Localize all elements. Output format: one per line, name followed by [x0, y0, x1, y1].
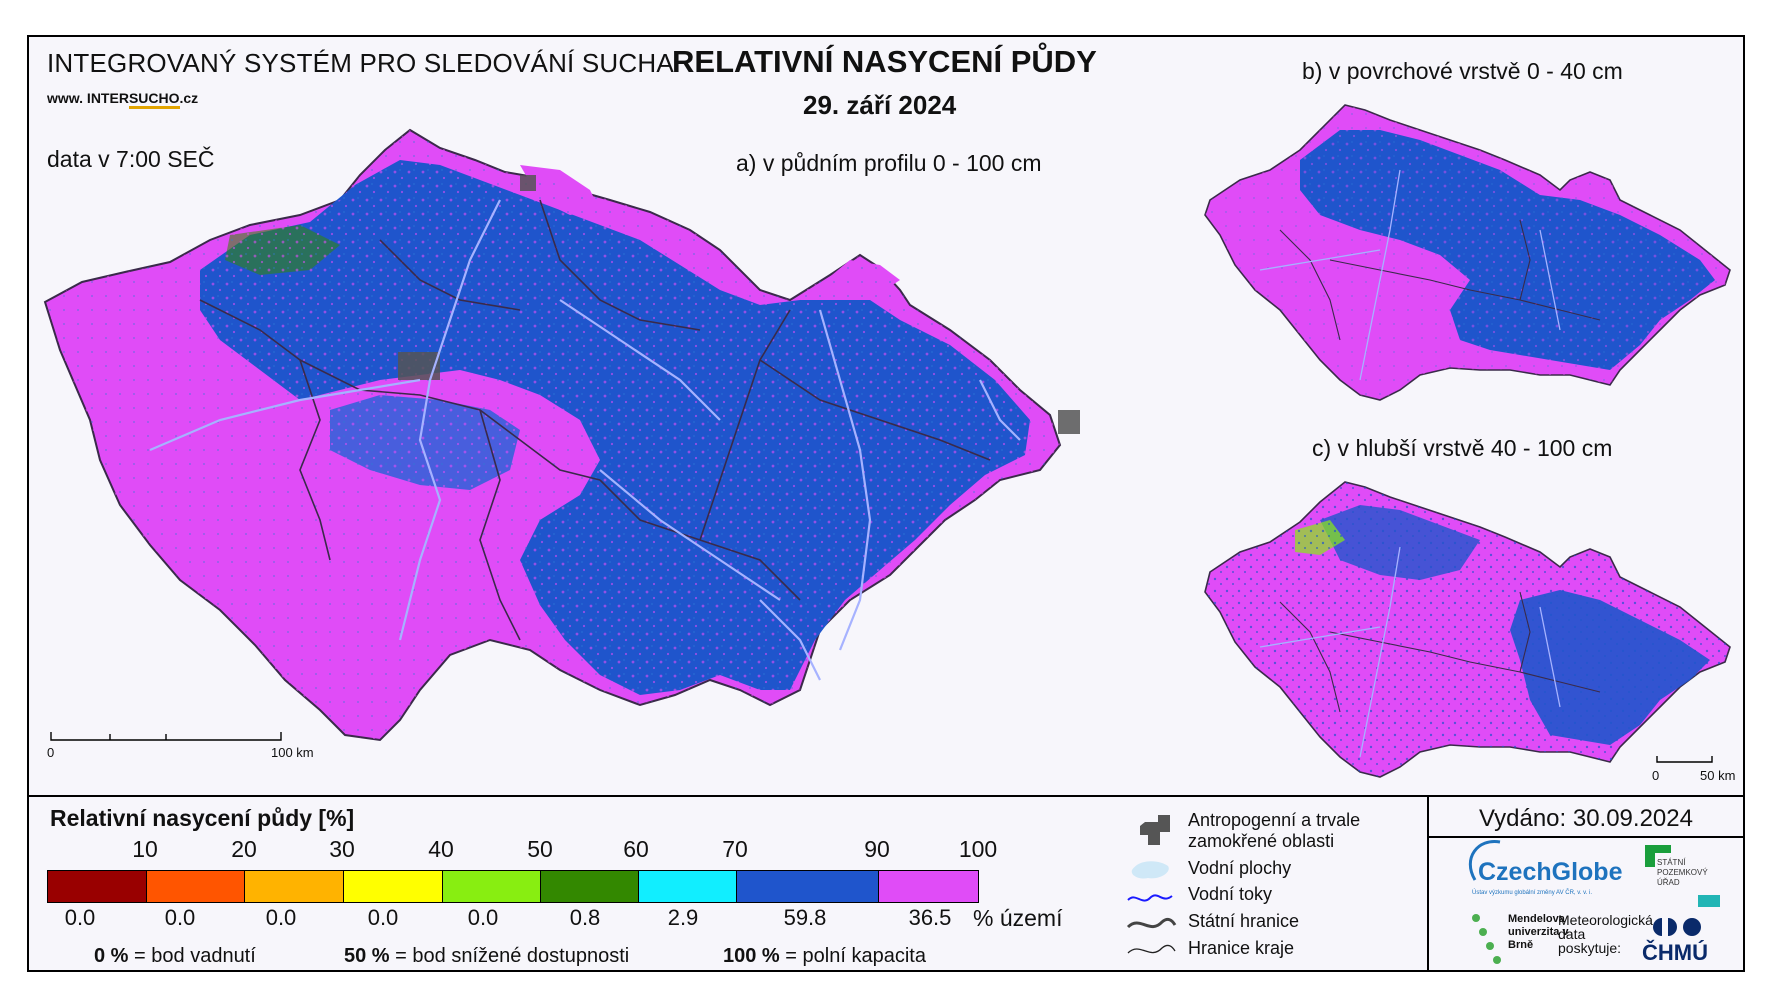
legend-class-pct: 0.0 [467, 905, 499, 930]
map-b [1204, 104, 1731, 401]
spu-logo-mark [1645, 845, 1655, 867]
urban-area-icon [1140, 815, 1170, 845]
spu-logo-text: STÁTNÍ POZEMKOVÝ ÚŘAD [1657, 858, 1708, 887]
czechglobe-subtitle: Ústav výzkumu globální změny AV ČR, v. v… [1472, 890, 1593, 896]
map-b-label: b) v povrchové vrstvě 0 - 40 cm [1302, 58, 1623, 84]
legend-class-swatch [48, 871, 147, 902]
scale-c-start: 0 [1652, 768, 1660, 783]
legend-state-border: Státní hranice [1188, 911, 1300, 931]
legend-tick: 50 [527, 836, 553, 862]
definition-text: = bod vadnutí [134, 945, 256, 967]
map-a-speckle [45, 130, 1060, 740]
legend-class-pct: 2.9 [667, 905, 699, 930]
definition-value: 0 % [94, 945, 129, 967]
scale-bar-a [50, 732, 282, 741]
map-b-speckle [1205, 105, 1730, 400]
map-b-region-borders [1279, 219, 1601, 341]
legend-tick: 10 [132, 836, 158, 862]
legend-class-swatch [443, 871, 541, 902]
legend-class-swatch [541, 871, 639, 902]
legend-tick: 20 [231, 836, 257, 862]
spu-logo-mark-teal [1698, 895, 1720, 907]
legend-class-pct: 59.8 [783, 905, 827, 930]
region-border-icon [1127, 944, 1176, 954]
definition-value: 100 % [723, 945, 780, 967]
chmu-logo-text: ČHMÚ [1642, 940, 1708, 965]
website-suffix: .cz [179, 90, 199, 106]
map-c [1204, 481, 1731, 778]
river-icon [1127, 894, 1173, 902]
map-legend-icons [1126, 815, 1177, 954]
legend-urban-areas: Antropogenní a trvale zamokřené oblasti [1188, 810, 1361, 851]
czechglobe-logo: CzechGlobe [1478, 858, 1623, 886]
legend-class-swatch [879, 871, 978, 902]
legend-tick: 100 [958, 836, 998, 862]
map-b-rivers [1259, 169, 1561, 381]
legend-class-pct: 0.8 [569, 905, 601, 930]
legend-tick: 90 [864, 836, 890, 862]
definition-text: = polní kapacita [785, 945, 926, 967]
map-c-rivers [1259, 546, 1561, 758]
website-highlight: SUCHO [128, 90, 180, 109]
map-c-region-borders [1279, 591, 1601, 713]
legend-rivers: Vodní toky [1188, 884, 1273, 904]
map-a-north-urban [520, 175, 536, 191]
legend-class-pct: 36.5 [908, 905, 952, 930]
map-a-label: a) v půdním profilu 0 - 100 cm [736, 150, 1042, 176]
map-date: 29. září 2024 [803, 90, 957, 120]
legend-tick: 60 [623, 836, 649, 862]
legend-class-pct: 0.0 [164, 905, 196, 930]
legend-pct-unit: % území [973, 905, 1063, 931]
data-time: data v 7:00 SEČ [47, 146, 215, 172]
scale-bar-c [1656, 756, 1713, 763]
map-a-ostrava [1058, 410, 1080, 434]
system-title: INTEGROVANÝ SYSTÉM PRO SLEDOVÁNÍ SUCHA [47, 48, 674, 78]
footer-divider [1427, 795, 1429, 972]
legend-class-swatch [639, 871, 737, 902]
definition-value: 50 % [344, 945, 390, 967]
legend-tick: 70 [722, 836, 748, 862]
legend-class-pct: 0.0 [64, 905, 96, 930]
issued-divider [1427, 836, 1745, 838]
legend-class-swatch [737, 871, 879, 902]
czechglobe-swoosh [1468, 840, 1501, 881]
legend-class-swatch [245, 871, 344, 902]
definition-wilting: 0 % = bod vadnutí [94, 945, 256, 968]
map-a [43, 128, 1080, 742]
scale-a-start: 0 [47, 745, 55, 760]
legend-class-swatch [147, 871, 245, 902]
map-c-label: c) v hlubší vrstvě 40 - 100 cm [1312, 435, 1613, 461]
website-link[interactable]: www. INTERSUCHO.cz [47, 90, 199, 109]
legend-tick: 30 [329, 836, 355, 862]
map-a-rivers [149, 199, 1021, 681]
legend-tick: 40 [428, 836, 454, 862]
legend-water-bodies: Vodní plochy [1188, 858, 1292, 878]
legend-divider [27, 795, 1745, 797]
mendel-logo-dots [1472, 914, 1501, 964]
legend-class-swatch [344, 871, 443, 902]
scale-a-end: 100 km [271, 745, 314, 760]
legend-colorbar [47, 870, 979, 903]
legend-class-pct: 0.0 [367, 905, 399, 930]
map-a-prague [398, 352, 440, 380]
definition-reduced: 50 % = bod snížené dostupnosti [344, 945, 629, 968]
legend-class-pct: 0.0 [265, 905, 297, 930]
state-border-icon [1126, 917, 1177, 929]
spu-logo-mark-top [1645, 845, 1671, 853]
legend-title: Relativní nasycení půdy [%] [50, 805, 355, 831]
main-title: RELATIVNÍ NASYCENÍ PŮDY [672, 44, 1097, 79]
legend-region-border: Hranice kraje [1188, 938, 1295, 958]
chmu-logo-mark [1653, 918, 1701, 936]
definition-text: = bod snížené dostupnosti [395, 945, 630, 967]
meteo-data-text: Meteorologická data poskytuje: [1558, 912, 1653, 956]
map-c-speckle [1205, 482, 1730, 777]
definition-capacity: 100 % = polní kapacita [723, 945, 926, 968]
website-prefix: www. INTER [47, 90, 129, 106]
mendel-logo-text: Mendelova univerzita v Brně [1508, 913, 1569, 951]
issued-date: Vydáno: 30.09.2024 [1479, 805, 1693, 832]
scale-c-end: 50 km [1700, 768, 1736, 783]
water-body-icon [1131, 861, 1169, 879]
